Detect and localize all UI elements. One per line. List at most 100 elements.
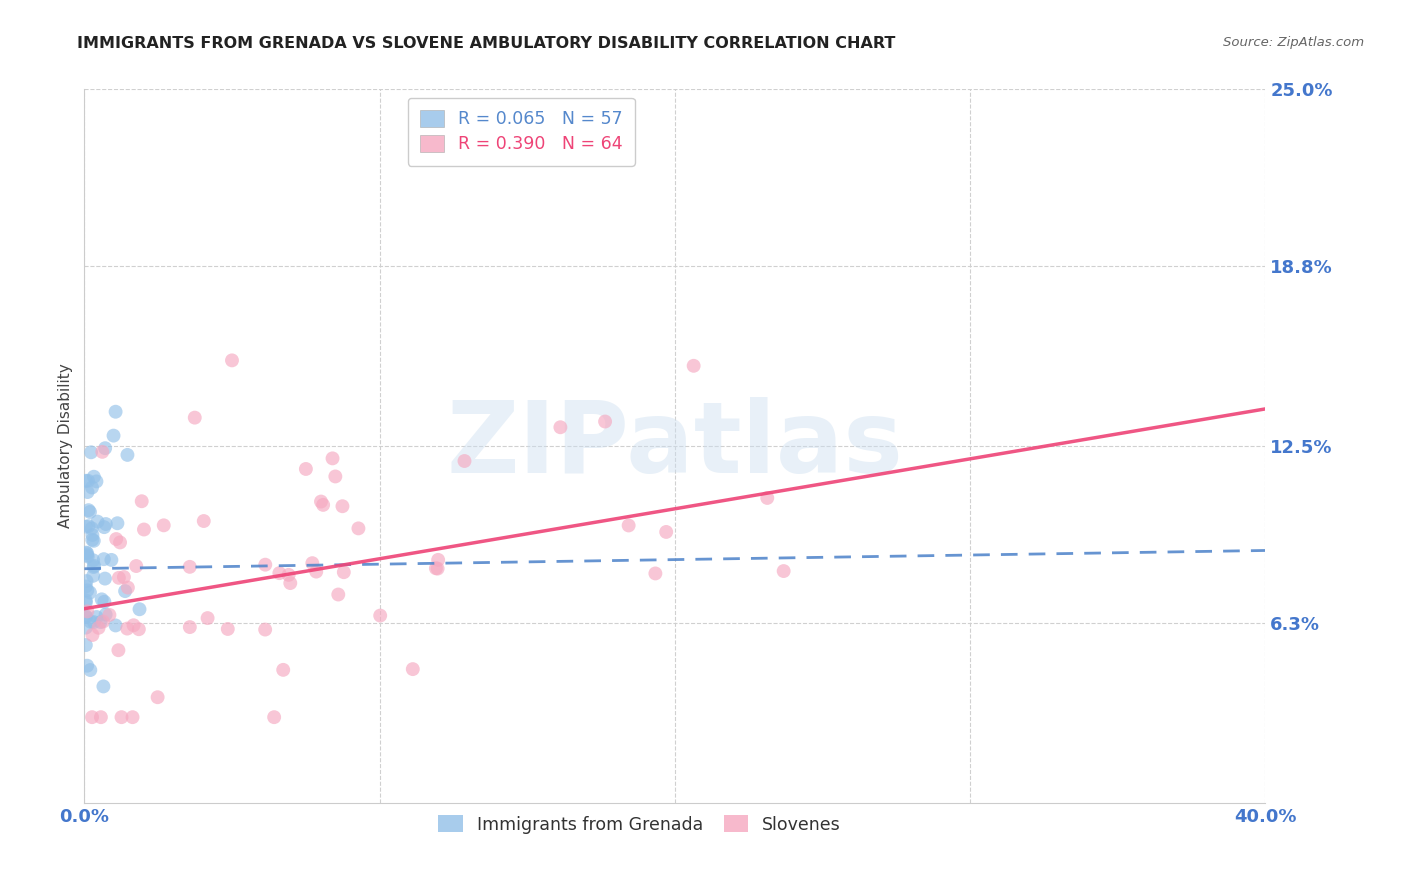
Point — [75, 579, 97, 593]
Point — [184, 410, 207, 425]
Point — [82, 568, 104, 582]
Point — [83, 615, 105, 629]
Point — [76, 658, 98, 673]
Point — [83, 533, 105, 548]
Point — [94, 572, 117, 586]
Point — [117, 581, 139, 595]
Point — [254, 623, 277, 637]
Point — [76, 574, 98, 588]
Point — [112, 570, 135, 584]
Point — [93, 595, 115, 609]
Point — [128, 602, 150, 616]
Point — [79, 505, 101, 519]
Point — [76, 548, 98, 562]
Y-axis label: Ambulatory Disability: Ambulatory Disability — [58, 364, 73, 528]
Point — [91, 445, 114, 459]
Point — [94, 516, 117, 531]
Point — [87, 621, 110, 635]
Point — [75, 545, 97, 559]
Point — [328, 587, 350, 601]
Point — [110, 710, 132, 724]
Point — [457, 125, 479, 139]
Point — [322, 451, 344, 466]
Point — [79, 585, 101, 599]
Point — [277, 567, 299, 582]
Point — [80, 521, 103, 535]
Point — [427, 553, 450, 567]
Point — [655, 524, 678, 539]
Point — [90, 615, 112, 629]
Point — [107, 516, 129, 531]
Point — [75, 596, 97, 610]
Point — [75, 474, 97, 488]
Point — [772, 564, 794, 578]
Point — [82, 553, 104, 567]
Text: ZIPatlas: ZIPatlas — [447, 398, 903, 494]
Point — [98, 607, 121, 622]
Point — [104, 405, 127, 419]
Point — [325, 469, 347, 483]
Point — [90, 592, 112, 607]
Point — [271, 663, 294, 677]
Point — [332, 500, 354, 514]
Point — [347, 521, 370, 535]
Point — [103, 428, 125, 442]
Point — [86, 515, 108, 529]
Point — [86, 475, 108, 489]
Point — [114, 584, 136, 599]
Point — [221, 353, 243, 368]
Point — [83, 469, 105, 483]
Point — [269, 566, 291, 581]
Point — [75, 638, 97, 652]
Point — [217, 622, 239, 636]
Point — [82, 528, 104, 542]
Point — [107, 643, 129, 657]
Point — [76, 604, 98, 618]
Point — [82, 628, 104, 642]
Text: IMMIGRANTS FROM GRENADA VS SLOVENE AMBULATORY DISABILITY CORRELATION CHART: IMMIGRANTS FROM GRENADA VS SLOVENE AMBUL… — [77, 36, 896, 51]
Point — [76, 549, 98, 564]
Point — [93, 680, 115, 694]
Point — [80, 710, 103, 724]
Point — [117, 448, 139, 462]
Point — [79, 663, 101, 677]
Point — [94, 441, 117, 455]
Point — [593, 415, 616, 429]
Point — [617, 518, 640, 533]
Point — [77, 474, 100, 488]
Point — [83, 560, 105, 574]
Point — [91, 615, 114, 629]
Point — [80, 445, 103, 459]
Point — [682, 359, 704, 373]
Text: Source: ZipAtlas.com: Source: ZipAtlas.com — [1223, 36, 1364, 49]
Point — [295, 462, 318, 476]
Point — [426, 561, 449, 575]
Point — [76, 583, 98, 598]
Point — [76, 485, 98, 500]
Point — [104, 618, 127, 632]
Point — [179, 559, 201, 574]
Point — [550, 420, 572, 434]
Point — [75, 609, 97, 624]
Point — [644, 566, 666, 581]
Point — [100, 553, 122, 567]
Point — [80, 481, 103, 495]
Point — [756, 491, 779, 505]
Point — [108, 571, 131, 585]
Point — [309, 494, 332, 508]
Point — [425, 561, 447, 575]
Point — [86, 610, 108, 624]
Point — [82, 533, 104, 547]
Point — [146, 690, 169, 705]
Point — [108, 535, 131, 549]
Point — [368, 608, 391, 623]
Point — [75, 593, 97, 607]
Point — [77, 503, 100, 517]
Point — [94, 607, 117, 622]
Point — [179, 620, 201, 634]
Point — [131, 494, 153, 508]
Point — [301, 556, 323, 570]
Point — [254, 558, 277, 572]
Point — [122, 618, 145, 632]
Point — [453, 454, 475, 468]
